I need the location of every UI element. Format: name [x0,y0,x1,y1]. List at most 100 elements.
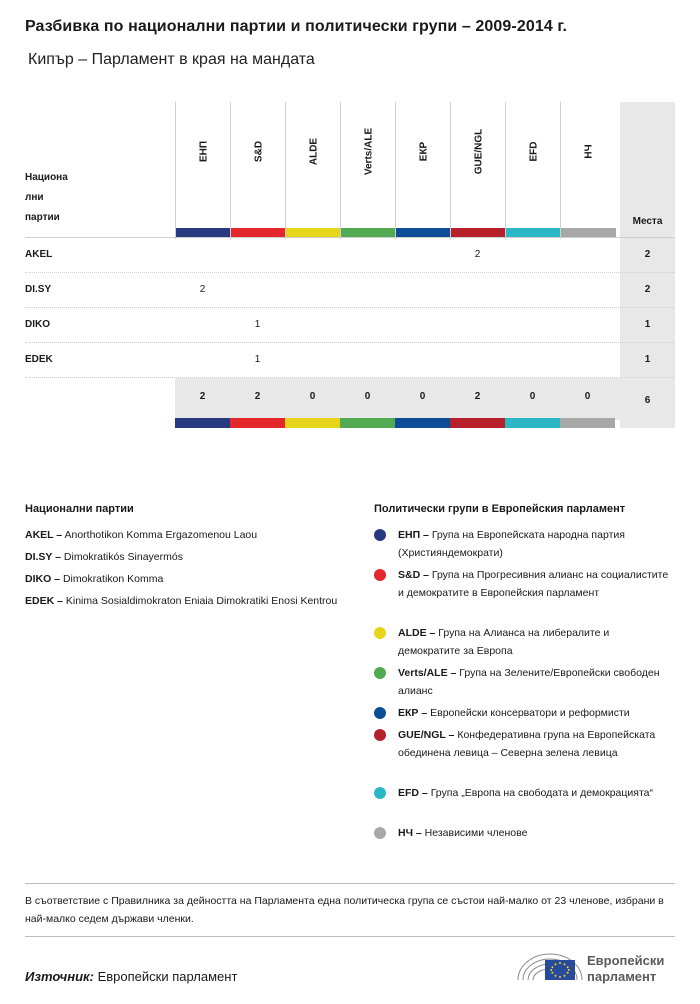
group-legend-item: EFD – Група „Европа на свободата и демок… [374,784,674,802]
seats-column: Места [620,102,675,428]
group-column-header: S&D [231,102,286,222]
group-color-dot [374,707,386,719]
ep-hemicycle-icon [517,953,583,981]
group-color-dot [374,787,386,799]
group-color-dot [374,627,386,639]
logo-line: Европейски [587,953,665,968]
group-column-header: НЧ [561,102,616,222]
group-column-header: ЕКР [396,102,451,222]
party-abbr: AKEL – [25,529,63,541]
seat-count: 2 [199,284,206,295]
party-legend-item: EDEK – Kinima Sosialdimokraton Eniaia Di… [25,593,345,610]
group-column: EFD [505,102,561,239]
group-total: 2 [254,391,261,402]
group-color-bar [561,228,616,237]
group-legend-item: S&D – Група на Прогресивния алианс на со… [374,566,674,602]
group-abbr: ЕКР – [398,707,428,719]
seats-table: Национа лни партии Места ЕНП S&D ALDE Verts… [25,102,675,428]
grand-total: 6 [644,395,651,406]
group-legend-item: GUE/NGL – Конфедеративна група на Европе… [374,726,674,762]
group-legend-text: ЕКР – Европейски консерватори и реформис… [374,704,674,722]
group-abbr: Verts/ALE – [398,667,457,679]
group-color-bar [230,418,285,428]
divider [25,936,675,937]
group-total: 0 [419,391,426,402]
group-description: Независими членове [424,827,528,839]
group-color-bar [396,228,451,237]
source-value: Европейски парламент [97,969,238,984]
group-column-header: ALDE [286,102,341,222]
group-legend-item: ЕКР – Европейски консерватори и реформис… [374,704,674,722]
party-full-name: Anorthotikon Komma Ergazomenou Laou [64,529,258,541]
group-name: НЧ [583,144,594,159]
group-column: S&D [230,102,286,239]
group-column-header: Verts/ALE [341,102,396,222]
group-legend-text: Verts/ALE – Група на Зелените/Европейски… [374,664,674,700]
group-column: GUE/NGL [450,102,506,239]
party-legend-item: DIKO – Dimokratikon Komma [25,571,345,588]
party-full-name: Kinima Sosialdimokraton Eniaia Dimokrati… [65,595,338,607]
group-legend-text: ЕНП – Група на Европейската народна парт… [374,526,674,562]
group-abbr: ЕНП – [398,529,429,541]
group-description: Група на Прогресивния алианс на социалис… [398,569,669,599]
group-column: Verts/ALE [340,102,396,239]
group-column-header: GUE/NGL [451,102,506,222]
group-description: Група на Европейската народна партия (Хр… [398,529,625,559]
page-subtitle: Кипър – Парламент в края на мандата [28,51,315,68]
logo-line: парламент [587,969,657,984]
group-color-bar [285,418,340,428]
table-row: DIKO 1 1 [25,308,675,343]
group-legend-text: S&D – Група на Прогресивния алианс на со… [374,566,674,602]
row-total: 1 [644,319,651,330]
group-color-bar [451,228,506,237]
seat-count: 1 [254,319,261,330]
group-column: ЕКР [395,102,451,239]
table-row: DI.SY 2 2 [25,273,675,308]
row-header: Национа лни партии [25,168,68,228]
group-color-bar [450,418,505,428]
group-abbr: НЧ – [398,827,422,839]
group-column-header: EFD [506,102,561,222]
seat-count: 2 [474,249,481,260]
totals-row: 2 2 0 0 0 2 0 0 [175,378,620,420]
group-total: 0 [364,391,371,402]
group-color-bar [341,228,396,237]
source: Източник: Европейски парламент [25,969,237,984]
group-column: ALDE [285,102,341,239]
seat-count: 1 [254,354,261,365]
row-header-line: Национа [25,172,68,183]
group-total: 2 [199,391,206,402]
party-legend-item: DI.SY – Dimokratikós Sinayermós [25,549,345,566]
group-legend-text: EFD – Група „Европа на свободата и демок… [374,784,674,802]
rules-note: В съответствие с Правилника за дейността… [25,895,664,925]
party-abbr: DI.SY – [25,551,61,563]
group-color-bar [286,228,341,237]
group-color-bar [395,418,450,428]
group-total: 0 [309,391,316,402]
group-legend-text: GUE/NGL – Конфедеративна група на Европе… [374,726,674,762]
group-name: ЕКР [418,141,429,162]
row-header-line: партии [25,212,60,223]
group-color-dot [374,827,386,839]
group-color-bar [340,418,395,428]
ep-logo: Европейски парламент [515,946,680,986]
group-name: ЕНП [198,140,209,163]
group-legend-item: ALDE – Група на Алианса на либералите и … [374,624,674,660]
group-color-dot [374,667,386,679]
party-full-name: Dimokratikon Komma [62,573,164,585]
party-name: DI.SY [25,284,52,295]
source-label: Източник: [25,969,94,984]
group-color-bar [176,228,231,237]
page-title: Разбивка по национални партии и политиче… [25,18,568,35]
party-name: EDEK [25,354,53,365]
group-color-bar [505,418,560,428]
group-column: ЕНП [175,102,231,239]
group-description: Група „Европа на свободата и демокрацият… [430,787,653,799]
header-divider [25,237,675,238]
group-name: GUE/NGL [473,128,484,175]
group-name: ALDE [308,137,319,166]
party-name: AKEL [25,249,53,260]
group-abbr: GUE/NGL – [398,729,455,741]
group-legend-text: ALDE – Група на Алианса на либералите и … [374,624,674,660]
parties-legend-title: Национални партии [25,503,134,515]
